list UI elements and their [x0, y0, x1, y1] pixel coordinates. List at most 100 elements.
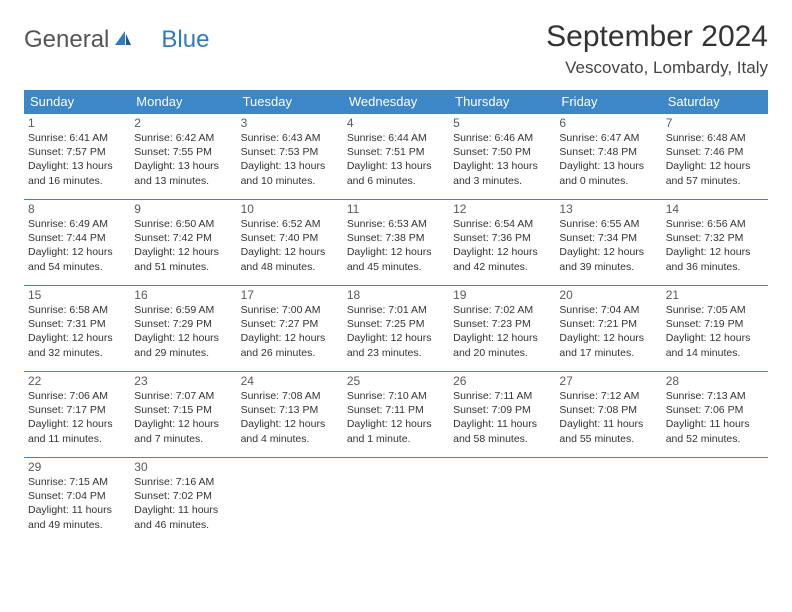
- daylight-line: Daylight: 13 hours and 10 minutes.: [241, 159, 339, 187]
- day-cell: 30Sunrise: 7:16 AMSunset: 7:02 PMDayligh…: [130, 458, 236, 544]
- day-cell: 2Sunrise: 6:42 AMSunset: 7:55 PMDaylight…: [130, 114, 236, 200]
- sunset-line: Sunset: 7:38 PM: [347, 231, 445, 245]
- sunset-line: Sunset: 7:55 PM: [134, 145, 232, 159]
- logo: General Blue: [24, 26, 209, 54]
- sunset-line: Sunset: 7:19 PM: [666, 317, 764, 331]
- day-cell: 21Sunrise: 7:05 AMSunset: 7:19 PMDayligh…: [662, 286, 768, 372]
- empty-cell: [343, 458, 449, 544]
- day-info: Sunrise: 6:43 AMSunset: 7:53 PMDaylight:…: [241, 131, 339, 188]
- day-number: 22: [28, 374, 126, 388]
- sunrise-line: Sunrise: 7:00 AM: [241, 303, 339, 317]
- dayhead-thu: Thursday: [449, 90, 555, 114]
- day-number: 3: [241, 116, 339, 130]
- logo-text-blue: Blue: [161, 26, 209, 54]
- sunset-line: Sunset: 7:11 PM: [347, 403, 445, 417]
- day-header-row: Sunday Monday Tuesday Wednesday Thursday…: [24, 90, 768, 114]
- daylight-line: Daylight: 11 hours and 58 minutes.: [453, 417, 551, 445]
- sunset-line: Sunset: 7:27 PM: [241, 317, 339, 331]
- sunset-line: Sunset: 7:42 PM: [134, 231, 232, 245]
- sunset-line: Sunset: 7:13 PM: [241, 403, 339, 417]
- day-number: 9: [134, 202, 232, 216]
- sunrise-line: Sunrise: 7:07 AM: [134, 389, 232, 403]
- dayhead-fri: Friday: [555, 90, 661, 114]
- day-cell: 16Sunrise: 6:59 AMSunset: 7:29 PMDayligh…: [130, 286, 236, 372]
- day-cell: 12Sunrise: 6:54 AMSunset: 7:36 PMDayligh…: [449, 200, 555, 286]
- day-info: Sunrise: 6:41 AMSunset: 7:57 PMDaylight:…: [28, 131, 126, 188]
- week-row: 29Sunrise: 7:15 AMSunset: 7:04 PMDayligh…: [24, 458, 768, 544]
- day-cell: 6Sunrise: 6:47 AMSunset: 7:48 PMDaylight…: [555, 114, 661, 200]
- day-number: 12: [453, 202, 551, 216]
- day-number: 4: [347, 116, 445, 130]
- day-number: 24: [241, 374, 339, 388]
- daylight-line: Daylight: 12 hours and 14 minutes.: [666, 331, 764, 359]
- calendar-page: General Blue September 2024 Vescovato, L…: [0, 0, 792, 612]
- day-number: 29: [28, 460, 126, 474]
- dayhead-sun: Sunday: [24, 90, 130, 114]
- sunrise-line: Sunrise: 6:47 AM: [559, 131, 657, 145]
- sunrise-line: Sunrise: 7:08 AM: [241, 389, 339, 403]
- sunrise-line: Sunrise: 6:56 AM: [666, 217, 764, 231]
- day-info: Sunrise: 6:42 AMSunset: 7:55 PMDaylight:…: [134, 131, 232, 188]
- sunrise-line: Sunrise: 7:10 AM: [347, 389, 445, 403]
- sunrise-line: Sunrise: 6:50 AM: [134, 217, 232, 231]
- daylight-line: Daylight: 12 hours and 4 minutes.: [241, 417, 339, 445]
- sunrise-line: Sunrise: 7:15 AM: [28, 475, 126, 489]
- day-info: Sunrise: 6:44 AMSunset: 7:51 PMDaylight:…: [347, 131, 445, 188]
- sunset-line: Sunset: 7:34 PM: [559, 231, 657, 245]
- empty-cell: [237, 458, 343, 544]
- daylight-line: Daylight: 12 hours and 42 minutes.: [453, 245, 551, 273]
- sunset-line: Sunset: 7:21 PM: [559, 317, 657, 331]
- sunset-line: Sunset: 7:08 PM: [559, 403, 657, 417]
- sunrise-line: Sunrise: 6:49 AM: [28, 217, 126, 231]
- day-info: Sunrise: 7:06 AMSunset: 7:17 PMDaylight:…: [28, 389, 126, 446]
- daylight-line: Daylight: 13 hours and 0 minutes.: [559, 159, 657, 187]
- day-cell: 20Sunrise: 7:04 AMSunset: 7:21 PMDayligh…: [555, 286, 661, 372]
- week-row: 1Sunrise: 6:41 AMSunset: 7:57 PMDaylight…: [24, 114, 768, 200]
- sunrise-line: Sunrise: 7:16 AM: [134, 475, 232, 489]
- sunset-line: Sunset: 7:17 PM: [28, 403, 126, 417]
- day-cell: 14Sunrise: 6:56 AMSunset: 7:32 PMDayligh…: [662, 200, 768, 286]
- sunrise-line: Sunrise: 6:43 AM: [241, 131, 339, 145]
- sunrise-line: Sunrise: 6:42 AM: [134, 131, 232, 145]
- daylight-line: Daylight: 12 hours and 45 minutes.: [347, 245, 445, 273]
- day-info: Sunrise: 6:48 AMSunset: 7:46 PMDaylight:…: [666, 131, 764, 188]
- day-cell: 4Sunrise: 6:44 AMSunset: 7:51 PMDaylight…: [343, 114, 449, 200]
- day-cell: 1Sunrise: 6:41 AMSunset: 7:57 PMDaylight…: [24, 114, 130, 200]
- day-number: 28: [666, 374, 764, 388]
- day-cell: 27Sunrise: 7:12 AMSunset: 7:08 PMDayligh…: [555, 372, 661, 458]
- day-info: Sunrise: 7:00 AMSunset: 7:27 PMDaylight:…: [241, 303, 339, 360]
- calendar-table: Sunday Monday Tuesday Wednesday Thursday…: [24, 90, 768, 544]
- sunrise-line: Sunrise: 6:54 AM: [453, 217, 551, 231]
- sunrise-line: Sunrise: 7:01 AM: [347, 303, 445, 317]
- header: General Blue September 2024 Vescovato, L…: [24, 20, 768, 78]
- daylight-line: Daylight: 13 hours and 3 minutes.: [453, 159, 551, 187]
- day-number: 20: [559, 288, 657, 302]
- day-info: Sunrise: 7:11 AMSunset: 7:09 PMDaylight:…: [453, 389, 551, 446]
- logo-text-general: General: [24, 26, 109, 54]
- daylight-line: Daylight: 11 hours and 52 minutes.: [666, 417, 764, 445]
- day-number: 15: [28, 288, 126, 302]
- sunset-line: Sunset: 7:04 PM: [28, 489, 126, 503]
- sunset-line: Sunset: 7:46 PM: [666, 145, 764, 159]
- daylight-line: Daylight: 12 hours and 1 minute.: [347, 417, 445, 445]
- day-number: 19: [453, 288, 551, 302]
- day-number: 21: [666, 288, 764, 302]
- sunset-line: Sunset: 7:25 PM: [347, 317, 445, 331]
- sunrise-line: Sunrise: 7:02 AM: [453, 303, 551, 317]
- day-number: 5: [453, 116, 551, 130]
- day-info: Sunrise: 6:59 AMSunset: 7:29 PMDaylight:…: [134, 303, 232, 360]
- day-number: 1: [28, 116, 126, 130]
- daylight-line: Daylight: 12 hours and 11 minutes.: [28, 417, 126, 445]
- daylight-line: Daylight: 12 hours and 20 minutes.: [453, 331, 551, 359]
- daylight-line: Daylight: 12 hours and 54 minutes.: [28, 245, 126, 273]
- daylight-line: Daylight: 13 hours and 16 minutes.: [28, 159, 126, 187]
- sunset-line: Sunset: 7:36 PM: [453, 231, 551, 245]
- day-cell: 18Sunrise: 7:01 AMSunset: 7:25 PMDayligh…: [343, 286, 449, 372]
- day-cell: 22Sunrise: 7:06 AMSunset: 7:17 PMDayligh…: [24, 372, 130, 458]
- sunset-line: Sunset: 7:44 PM: [28, 231, 126, 245]
- day-cell: 17Sunrise: 7:00 AMSunset: 7:27 PMDayligh…: [237, 286, 343, 372]
- empty-cell: [449, 458, 555, 544]
- day-info: Sunrise: 7:05 AMSunset: 7:19 PMDaylight:…: [666, 303, 764, 360]
- daylight-line: Daylight: 12 hours and 26 minutes.: [241, 331, 339, 359]
- sunset-line: Sunset: 7:09 PM: [453, 403, 551, 417]
